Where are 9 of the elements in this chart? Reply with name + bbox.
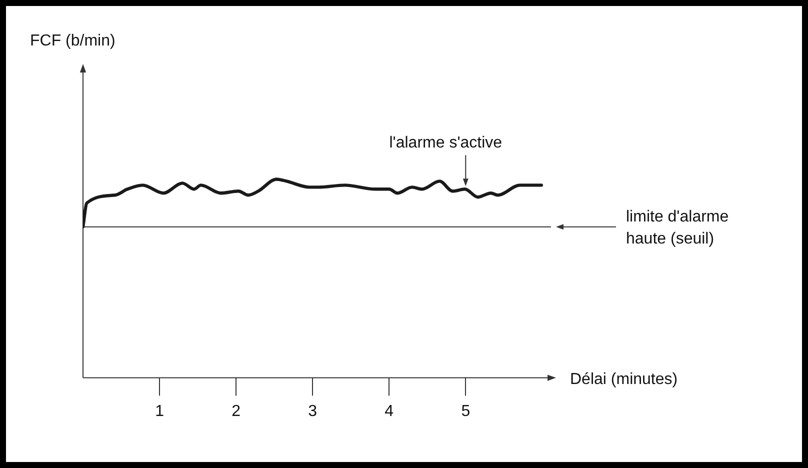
x-tick-label: 4 bbox=[384, 402, 394, 420]
x-tick-label: 2 bbox=[232, 402, 241, 420]
x-axis-title: Délai (minutes) bbox=[570, 371, 678, 388]
x-tick-label: 3 bbox=[308, 402, 318, 420]
x-tick-label: 1 bbox=[155, 402, 164, 420]
ref-line-label: limite d'alarme haute (seuil) bbox=[626, 208, 729, 248]
text: FCF (b/min) bbox=[30, 32, 116, 50]
annotation: l'alarme s'active bbox=[389, 134, 502, 152]
x-tick-label: 5 bbox=[461, 402, 470, 420]
